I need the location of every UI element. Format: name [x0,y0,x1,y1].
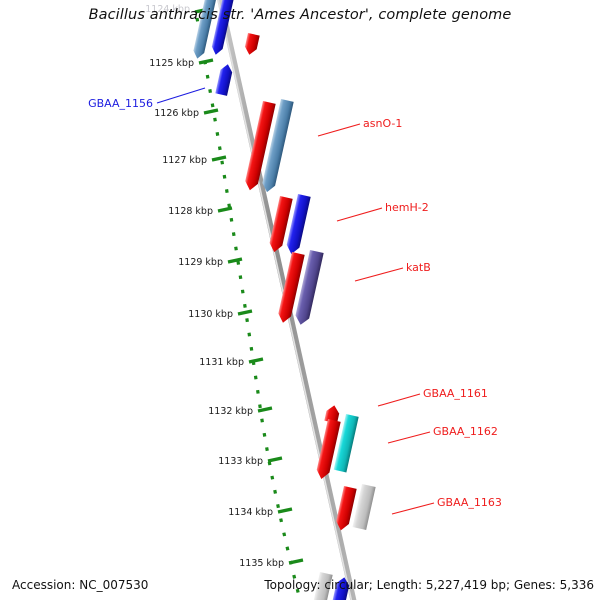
genome-summary-text: Topology: circular; Length: 5,227,419 bp… [264,578,594,592]
feature-bar-gbaa-1162[interactable] [333,414,359,473]
feature-label-gbaa-1161[interactable]: GBAA_1161 [423,387,488,400]
page-title: Bacillus anthracis str. 'Ames Ancestor',… [88,7,512,23]
ruler-tick-label: 1125 kbp [149,58,194,69]
feature-callout-gbaa-1161[interactable]: GBAA_1161 [377,387,488,407]
status-bar: Accession: NC_007530 Topology: circular;… [0,574,600,600]
feature-bar-partial-top-red[interactable] [243,33,260,56]
feature-label-hemh-2[interactable]: hemH-2 [385,201,429,214]
ruler-tick-label: 1129 kbp [178,257,223,268]
feature-bar-hemh-2-strand[interactable] [268,196,293,253]
ruler-tick-label: 1133 kbp [218,456,263,467]
feature-bar-hemh-2[interactable] [285,194,311,255]
feature-callout-gbaa-1162[interactable]: GBAA_1162 [387,425,498,444]
feature-callout-katb[interactable]: katB [354,261,431,282]
ruler-tick-label: 1128 kbp [168,206,213,217]
feature-bar-gbaa-1162-strand[interactable] [315,419,341,480]
accession-text: Accession: NC_007530 [12,578,149,592]
feature-label-gbaa-1163[interactable]: GBAA_1163 [437,496,502,509]
feature-callout-gbaa-1163[interactable]: GBAA_1163 [391,496,502,515]
feature-bar-partial-top-steel[interactable] [192,0,217,60]
feature-label-katb[interactable]: katB [406,261,431,274]
feature-bar-partial-bottom-blue[interactable] [330,576,351,600]
feature-bar-gbaa-1163[interactable] [352,484,376,530]
ruler-tick-label: 1124 kbp [145,4,190,15]
feature-callout-gbaa-1156[interactable]: GBAA_1156 [88,87,206,110]
ruler-tick-label: 1130 kbp [188,309,233,320]
ruler-major-ticks [194,7,304,565]
feature-callout-hemh-2[interactable]: hemH-2 [336,201,429,222]
feature-label-asno-1[interactable]: asnO-1 [363,117,402,130]
ruler-tick-label: 1126 kbp [154,108,199,119]
feature-label-gbaa-1162[interactable]: GBAA_1162 [433,425,498,438]
ruler-tick-label: 1132 kbp [208,406,253,417]
ruler-tick-label: 1135 kbp [239,558,284,569]
feature-bar-gbaa-1156[interactable] [215,63,233,96]
feature-bar-asno-1-strand[interactable] [244,101,276,192]
feature-bar-gbaa-1163-strand[interactable] [334,486,357,532]
feature-bar-katb-strand[interactable] [277,252,305,324]
ruler-tick-label: 1134 kbp [228,507,273,518]
feature-bar-partial-top-blue[interactable] [210,0,235,56]
ruler-tick-label: 1131 kbp [199,357,244,368]
feature-bar-partial-bottom-gray[interactable] [313,572,333,600]
feature-bar-asno-1[interactable] [261,99,294,194]
feature-label-gbaa-1156[interactable]: GBAA_1156 [88,97,153,110]
feature-callout-asno-1[interactable]: asnO-1 [317,117,402,137]
coordinate-ruler: 1124 kbp 1125 kbp 1126 kbp 1127 kbp 1128… [145,4,304,600]
ruler-tick-label: 1127 kbp [162,155,207,166]
feature-bar-katb[interactable] [294,250,324,326]
feature-bar-gbaa-1161[interactable] [324,404,340,424]
